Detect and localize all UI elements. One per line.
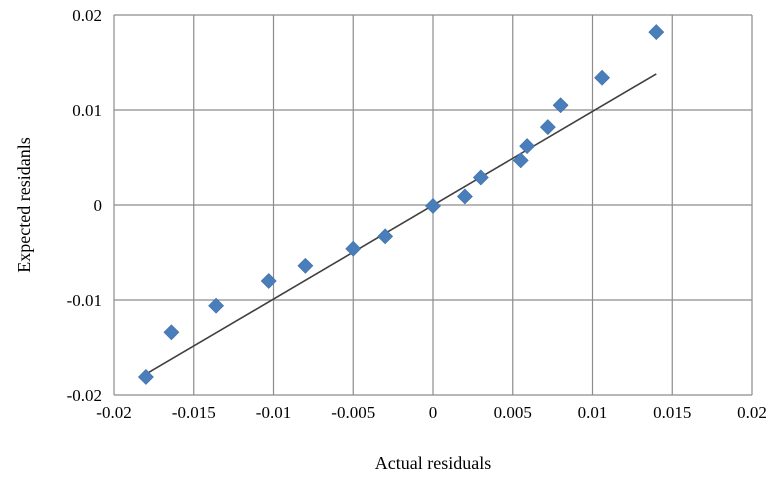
x-tick-label: 0 <box>429 403 438 422</box>
x-tick-label: 0.015 <box>653 403 691 422</box>
y-tick-labels: 0.02 0.01 0 -0.01 -0.02 <box>67 6 102 405</box>
y-tick-label: -0.02 <box>67 386 102 405</box>
data-point <box>552 97 569 114</box>
fit-line-group <box>145 73 657 375</box>
y-tick-label: 0.02 <box>72 6 102 25</box>
data-point <box>137 369 154 385</box>
fit-line <box>145 73 657 375</box>
data-point <box>472 169 489 186</box>
data-point <box>594 69 610 86</box>
x-tick-label: -0.02 <box>96 403 131 422</box>
x-axis-title: Actual residuals <box>375 453 491 473</box>
data-points <box>137 24 665 385</box>
data-point <box>163 324 180 341</box>
x-tick-labels: -0.02 -0.015 -0.01 -0.005 0 0.005 0.01 0.015 0.0… <box>96 403 767 422</box>
x-tick-label: 0.02 <box>737 403 767 422</box>
data-point <box>260 273 277 289</box>
horizontal-gridlines <box>114 14 752 396</box>
data-point <box>519 138 536 155</box>
data-point <box>208 297 225 314</box>
data-point <box>456 188 473 205</box>
x-tick-label: -0.005 <box>331 403 375 422</box>
data-point <box>648 24 665 41</box>
x-tick-label: 0.01 <box>578 403 608 422</box>
x-tick-label: 0.005 <box>494 403 532 422</box>
data-point <box>512 152 529 169</box>
y-tick-label: -0.01 <box>67 291 102 310</box>
data-point <box>425 198 441 214</box>
x-tick-label: -0.015 <box>172 403 216 422</box>
data-point <box>377 228 394 245</box>
y-axis-title: Expected residanls <box>14 137 34 272</box>
data-point <box>539 119 556 136</box>
x-tick-label: -0.01 <box>256 403 291 422</box>
data-point <box>345 240 362 257</box>
y-tick-label: 0 <box>94 196 103 215</box>
data-point <box>297 257 314 274</box>
y-tick-label: 0.01 <box>72 101 102 120</box>
